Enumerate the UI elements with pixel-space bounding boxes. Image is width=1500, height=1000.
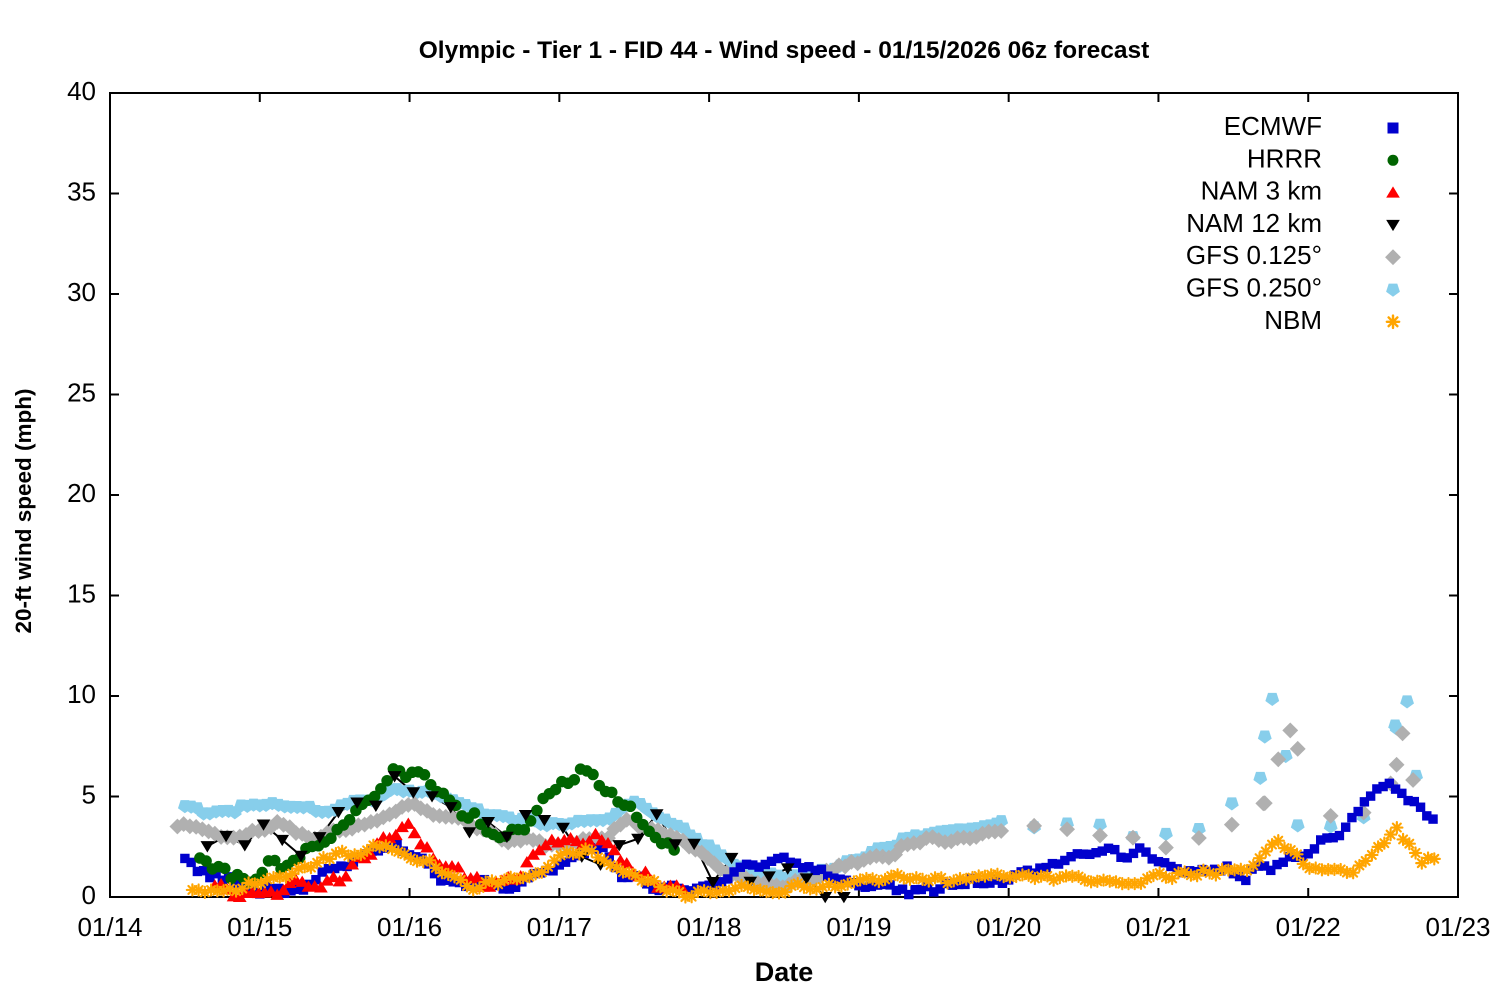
svg-text:01/22: 01/22 (1276, 912, 1341, 942)
svg-text:NBM: NBM (1264, 305, 1322, 335)
svg-text:01/17: 01/17 (527, 912, 592, 942)
svg-text:01/19: 01/19 (826, 912, 891, 942)
svg-text:NAM 3 km: NAM 3 km (1201, 176, 1322, 206)
svg-text:30: 30 (67, 277, 96, 307)
svg-text:HRRR: HRRR (1247, 143, 1322, 173)
svg-text:35: 35 (67, 177, 96, 207)
svg-text:25: 25 (67, 378, 96, 408)
svg-text:01/23: 01/23 (1425, 912, 1490, 942)
svg-text:ECMWF: ECMWF (1224, 111, 1322, 141)
svg-text:NAM 12 km: NAM 12 km (1186, 208, 1322, 238)
svg-text:0: 0 (82, 880, 96, 910)
svg-text:20: 20 (67, 478, 96, 508)
svg-text:01/16: 01/16 (377, 912, 442, 942)
svg-text:10: 10 (67, 679, 96, 709)
svg-text:15: 15 (67, 579, 96, 609)
svg-text:5: 5 (82, 780, 96, 810)
svg-text:40: 40 (67, 76, 96, 106)
svg-text:01/14: 01/14 (77, 912, 142, 942)
svg-text:GFS 0.125°: GFS 0.125° (1186, 240, 1322, 270)
svg-text:01/21: 01/21 (1126, 912, 1191, 942)
svg-text:GFS 0.250°: GFS 0.250° (1186, 273, 1322, 303)
svg-text:01/18: 01/18 (677, 912, 742, 942)
svg-text:01/20: 01/20 (976, 912, 1041, 942)
svg-text:01/15: 01/15 (227, 912, 292, 942)
